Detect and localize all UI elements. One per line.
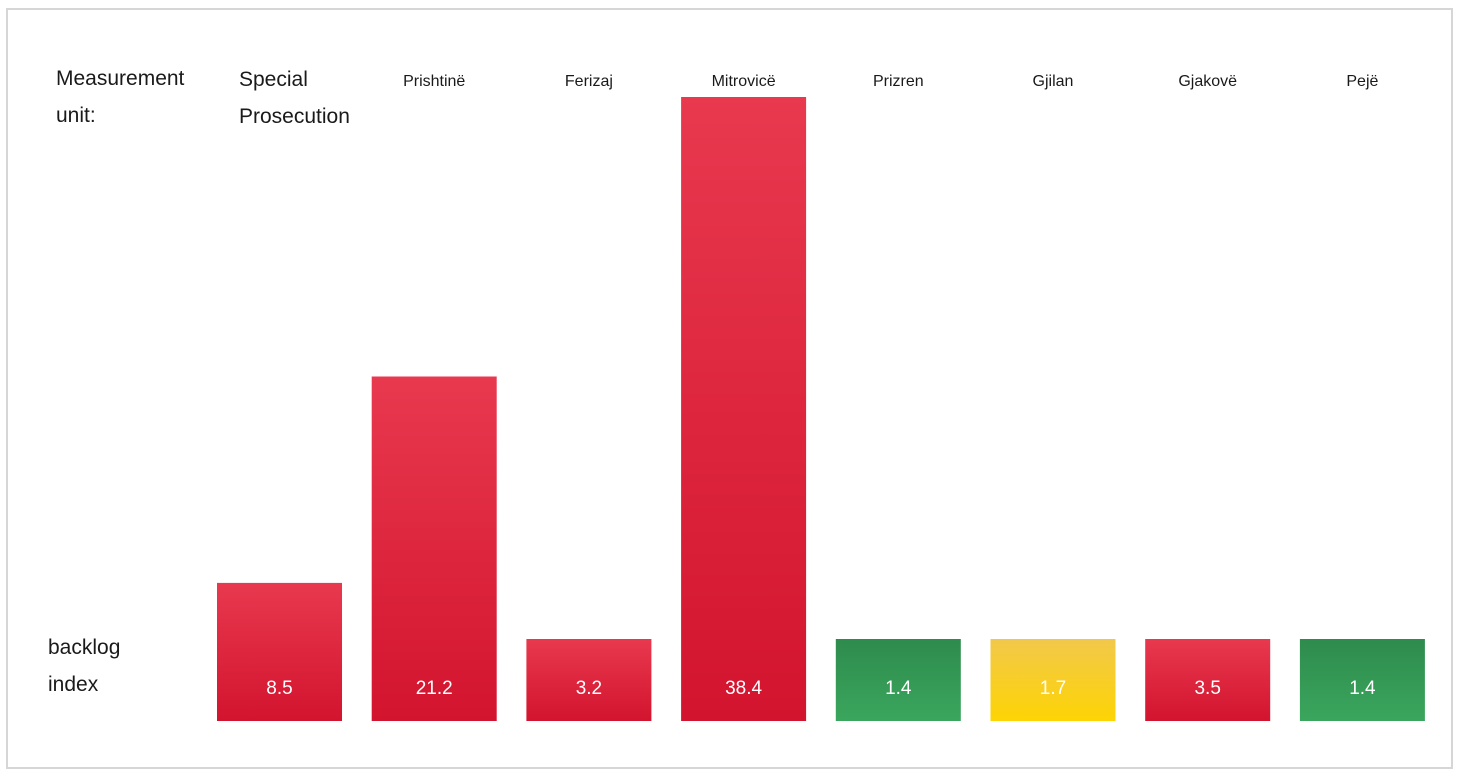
bar-1 [371, 376, 497, 721]
bar-6 [1145, 639, 1271, 721]
category-label-5: Gjilan [1033, 73, 1074, 90]
category-label-1: Prishtinë [403, 73, 465, 90]
category-label-6: Gjakovë [1178, 73, 1237, 90]
measurement-unit-line-2: unit: [56, 104, 96, 127]
category-label-2: Ferizaj [565, 73, 613, 90]
value-label-3: 38.4 [725, 678, 762, 699]
bar-4 [835, 639, 961, 721]
bar-0 [217, 582, 342, 721]
bar-7 [1299, 639, 1425, 721]
bar-2 [526, 639, 652, 721]
value-label-6: 3.5 [1194, 678, 1220, 699]
category-label-4: Prizren [873, 73, 924, 90]
measurement-unit-label: Measurement unit: [56, 60, 206, 134]
value-label-4: 1.4 [885, 678, 912, 699]
category-labels: Special Prosecution Prishtinë Ferizaj Mitrov… [239, 68, 1379, 128]
backlog-index-line-1: backlog [48, 636, 121, 659]
category-label-3: Mitrovicë [712, 73, 776, 90]
category-label-0-line-0: Special [239, 68, 308, 91]
category-label-7: Pejë [1346, 73, 1378, 90]
category-label-0-line-1: Prosecution [239, 105, 350, 128]
value-label-0: 8.5 [266, 678, 292, 699]
measurement-unit-line-1: Measurement [56, 67, 185, 90]
backlog-index-line-2: index [48, 673, 99, 696]
value-label-5: 1.7 [1040, 678, 1066, 699]
bars-group [217, 97, 1425, 721]
value-labels: 8.5 21.2 3.2 38.4 1.4 1.7 3.5 1.4 [266, 678, 1376, 699]
value-label-2: 3.2 [576, 678, 602, 699]
value-label-1: 21.2 [416, 678, 453, 699]
value-label-7: 1.4 [1349, 678, 1376, 699]
bar-5 [990, 639, 1116, 721]
bar-3 [681, 97, 807, 721]
backlog-index-label: backlog index [48, 629, 178, 703]
